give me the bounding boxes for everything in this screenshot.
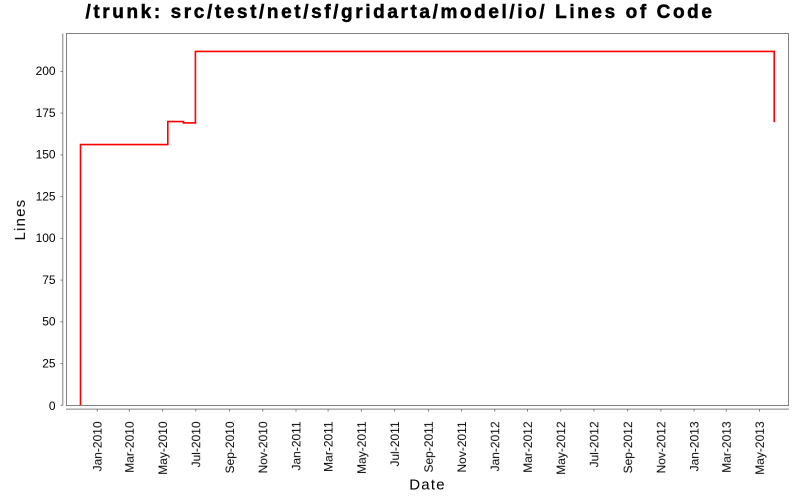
svg-text:Sep-2012: Sep-2012 [621, 421, 635, 473]
svg-text:0: 0 [49, 399, 56, 413]
svg-text:May-2011: May-2011 [355, 421, 369, 474]
svg-text:Nov-2010: Nov-2010 [256, 421, 270, 473]
svg-text:Date: Date [409, 477, 446, 494]
svg-text:May-2013: May-2013 [753, 421, 767, 475]
svg-text:May-2010: May-2010 [156, 421, 170, 475]
svg-text:Jul-2012: Jul-2012 [587, 421, 601, 467]
svg-text:Mar-2012: Mar-2012 [521, 421, 535, 473]
svg-text:Nov-2011: Nov-2011 [455, 421, 469, 472]
svg-text:150: 150 [36, 148, 56, 162]
svg-text:Jul-2011: Jul-2011 [388, 421, 402, 466]
svg-text:Sep-2011: Sep-2011 [422, 421, 436, 472]
svg-text:200: 200 [36, 64, 56, 78]
svg-text:Jul-2010: Jul-2010 [189, 421, 203, 467]
svg-text:125: 125 [36, 189, 56, 203]
svg-text:100: 100 [36, 231, 56, 245]
svg-text:Nov-2012: Nov-2012 [654, 421, 668, 473]
svg-text:75: 75 [42, 273, 56, 287]
svg-text:/trunk: src/test/net/sf/gridar: /trunk: src/test/net/sf/gridarta/model/i… [85, 2, 714, 23]
svg-text:Mar-2013: Mar-2013 [720, 421, 734, 473]
svg-text:25: 25 [42, 356, 56, 370]
svg-text:Jan-2011: Jan-2011 [289, 421, 303, 470]
svg-text:Mar-2011: Mar-2011 [322, 421, 336, 472]
svg-text:Jan-2012: Jan-2012 [488, 421, 502, 471]
svg-text:Mar-2010: Mar-2010 [123, 421, 137, 473]
svg-text:Lines: Lines [12, 199, 29, 241]
svg-text:Jan-2013: Jan-2013 [688, 421, 702, 471]
svg-text:Sep-2010: Sep-2010 [223, 421, 237, 473]
svg-text:50: 50 [42, 315, 56, 329]
svg-text:Jan-2010: Jan-2010 [91, 421, 105, 471]
svg-text:175: 175 [36, 106, 56, 120]
svg-text:May-2012: May-2012 [554, 421, 568, 475]
